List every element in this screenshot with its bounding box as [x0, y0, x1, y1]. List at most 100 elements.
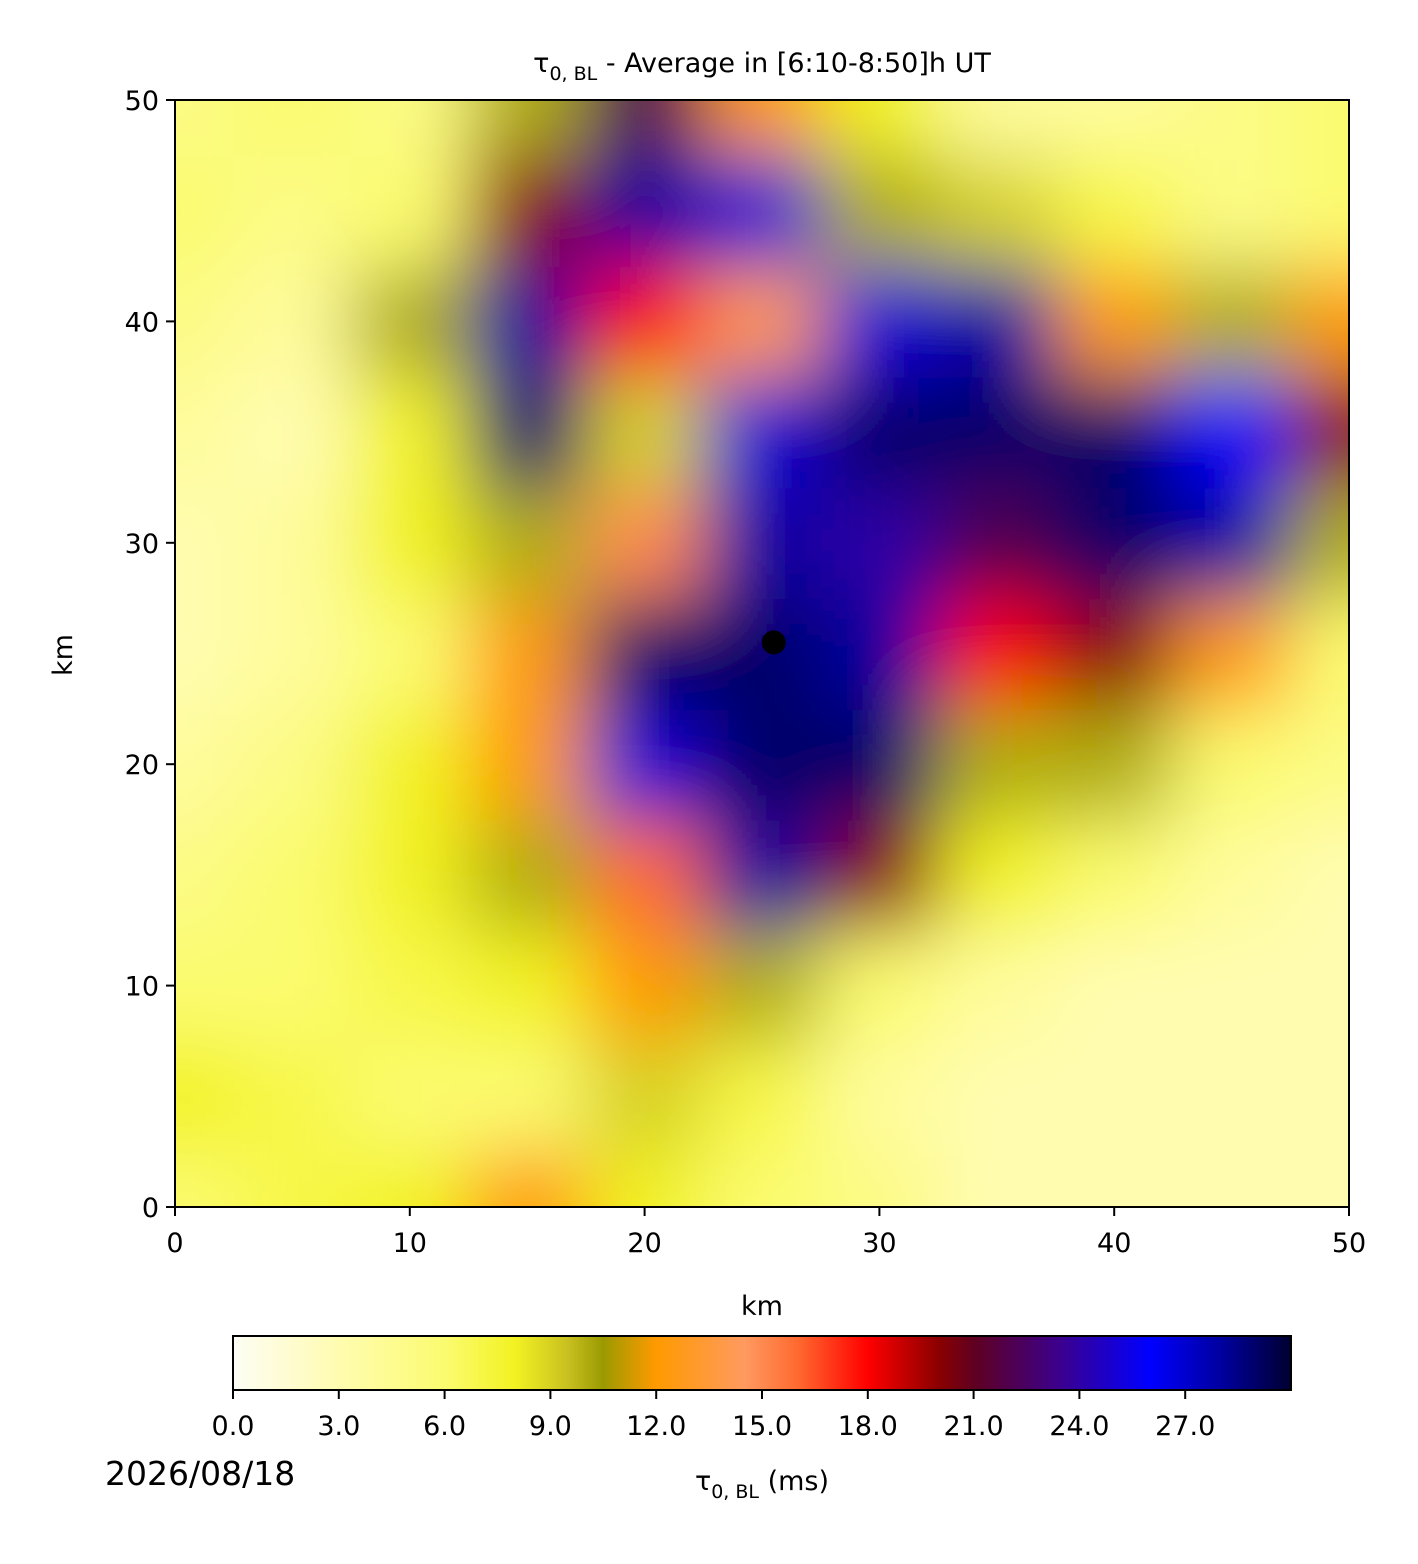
heat-cell	[703, 708, 822, 821]
heat-cell	[938, 100, 1057, 157]
y-tick-label: 20	[125, 750, 159, 781]
y-tick-label: 30	[125, 529, 159, 560]
cells	[175, 100, 1349, 1207]
heat-cell	[351, 487, 470, 600]
heat-cell	[1290, 930, 1349, 1042]
heat-cell	[703, 1040, 822, 1153]
heat-cell	[585, 930, 705, 1042]
colorbar-tick-label: 3.0	[317, 1411, 360, 1442]
heat-cell	[351, 708, 470, 821]
heat-cell	[703, 266, 822, 378]
heat-cell	[1172, 376, 1292, 489]
heat-cell	[233, 1040, 353, 1153]
x-tick-label: 50	[1332, 1228, 1366, 1259]
plot-frame	[174, 99, 1350, 1208]
heat-cell	[585, 266, 705, 378]
heat-cell	[938, 819, 1057, 932]
heat-cell	[175, 487, 235, 600]
title-text: - Average in [6:10-8:50]h UT	[597, 48, 991, 79]
heat-cell	[233, 376, 353, 489]
heat-cell	[468, 930, 587, 1042]
chart-title: τ0, BL - Average in [6:10-8:50]h UT	[533, 48, 991, 85]
heat-cell	[233, 819, 353, 932]
colorbar-tick-label: 18.0	[838, 1411, 898, 1442]
colorbar-tick-label: 15.0	[732, 1411, 792, 1442]
heat-cell	[938, 266, 1057, 378]
cbar-symbol: τ	[695, 1466, 711, 1497]
heat-cell	[585, 819, 705, 932]
y-tick-label: 0	[142, 1193, 159, 1224]
heat-cell	[1290, 266, 1349, 378]
heat-cell	[175, 930, 235, 1042]
y-tick-label: 10	[125, 972, 159, 1003]
heat-cell	[233, 155, 353, 268]
heat-cell	[703, 487, 822, 600]
heat-cell	[820, 930, 940, 1042]
heat-cell	[1290, 100, 1349, 157]
colorbar-tick-label: 0.0	[212, 1411, 255, 1442]
heat-cell	[233, 487, 353, 600]
heat-cell	[351, 1151, 470, 1207]
heat-cell	[703, 819, 822, 932]
heat-cell	[820, 1040, 940, 1153]
heat-cell	[938, 1040, 1057, 1153]
colorbar-tick-label: 6.0	[423, 1411, 466, 1442]
cbar-subscript: 0, BL	[711, 1481, 759, 1503]
heat-cell	[1055, 930, 1174, 1042]
title-symbol: τ	[533, 48, 549, 79]
x-tick-label: 40	[1097, 1228, 1131, 1259]
heat-cell	[938, 708, 1057, 821]
heat-cell	[585, 598, 705, 710]
heat-cell	[175, 1040, 235, 1153]
heat-cell	[820, 598, 940, 710]
heat-cell	[351, 819, 470, 932]
heat-cell	[468, 1040, 587, 1153]
heat-cell	[1172, 155, 1292, 268]
heat-cell	[233, 266, 353, 378]
heat-cell	[938, 487, 1057, 600]
heat-cell	[1290, 487, 1349, 600]
heat-cell	[820, 708, 940, 821]
heat-cell	[1055, 708, 1174, 821]
colorbar	[232, 1335, 1292, 1391]
heat-cell	[820, 155, 940, 268]
heat-cell	[1055, 100, 1174, 157]
heat-cell	[1055, 1151, 1174, 1207]
heat-cell	[1172, 266, 1292, 378]
heat-cell	[938, 930, 1057, 1042]
heat-cell	[175, 155, 235, 268]
heat-cell	[1055, 376, 1174, 489]
heat-cell	[1172, 1040, 1292, 1153]
heat-cell	[175, 598, 235, 710]
colorbar-tick-label: 24.0	[1049, 1411, 1109, 1442]
heat-cell	[820, 487, 940, 600]
heat-cell	[468, 598, 587, 710]
heat-cell	[585, 100, 705, 157]
heat-cell	[1172, 1151, 1292, 1207]
heat-cell	[585, 708, 705, 821]
heat-cell	[820, 376, 940, 489]
heat-cell	[1290, 1151, 1349, 1207]
heat-cell	[938, 1151, 1057, 1207]
heat-cell	[233, 930, 353, 1042]
heat-cell	[703, 376, 822, 489]
colorbar-tick-label: 12.0	[626, 1411, 686, 1442]
x-tick-label: 0	[166, 1228, 183, 1259]
heat-cell	[703, 930, 822, 1042]
heat-cell	[175, 100, 235, 157]
heat-cell	[351, 155, 470, 268]
heat-cell	[175, 266, 235, 378]
heat-cell	[703, 1151, 822, 1207]
y-tick-label: 50	[125, 86, 159, 117]
colorbar-tick-label: 21.0	[944, 1411, 1004, 1442]
heat-cell	[1055, 819, 1174, 932]
heat-cell	[820, 266, 940, 378]
heat-cell	[175, 1151, 235, 1207]
colorbar-label: τ0, BL (ms)	[695, 1466, 829, 1503]
heat-cell	[468, 100, 587, 157]
heat-cell	[351, 376, 470, 489]
heat-cell	[175, 376, 235, 489]
heat-cell	[468, 819, 587, 932]
colorbar-tick-label: 27.0	[1155, 1411, 1215, 1442]
heat-cell	[468, 708, 587, 821]
